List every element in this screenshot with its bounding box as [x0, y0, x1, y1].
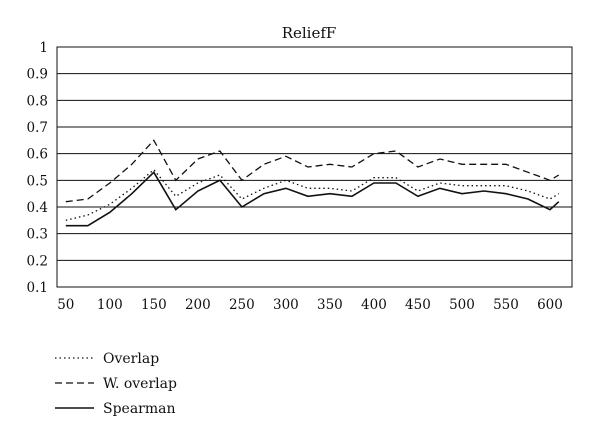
x-tick-label: 200	[185, 297, 211, 313]
series-line-spearman	[65, 171, 560, 227]
y-axis-ticks: 0.1 0.2 0.3 0.4 0.5 0.6 0.7 0.8 0.9 1	[27, 40, 48, 296]
x-tick-label: 250	[229, 297, 255, 313]
chart-title: ReliefF	[282, 24, 337, 42]
y-tick-label: 0.2	[27, 253, 48, 269]
series-line-overlap	[65, 168, 560, 221]
legend-label: Overlap	[103, 351, 159, 367]
y-tick-label: 0.4	[27, 200, 48, 216]
y-tick-label: 0.6	[27, 147, 48, 163]
x-tick-label: 500	[449, 297, 475, 313]
x-tick-label: 400	[361, 297, 387, 313]
legend: Overlap W. overlap Spearman	[55, 351, 177, 417]
y-tick-label: 1	[39, 40, 48, 56]
y-tick-label: 0.9	[27, 67, 48, 83]
legend-label: W. overlap	[103, 376, 177, 392]
series-line-w-overlap	[65, 139, 560, 203]
x-tick-label: 350	[317, 297, 343, 313]
x-tick-label: 600	[537, 297, 563, 313]
y-tick-label: 0.5	[27, 173, 48, 189]
x-tick-label: 150	[141, 297, 167, 313]
x-axis-ticks: 50 100 150 200 250 300 350 400 450 500 550 600	[57, 297, 563, 313]
x-tick-label: 100	[97, 297, 123, 313]
x-tick-label: 300	[273, 297, 299, 313]
y-tick-label: 0.1	[27, 280, 48, 296]
x-tick-label: 450	[405, 297, 431, 313]
y-tick-label: 0.7	[27, 120, 48, 136]
series-lines	[65, 139, 560, 227]
y-tick-label: 0.3	[27, 227, 48, 243]
plot-frame	[56, 46, 573, 288]
legend-label: Spearman	[103, 401, 176, 417]
x-tick-label: 50	[57, 297, 74, 313]
y-tick-label: 0.8	[27, 93, 48, 109]
grid-lines	[57, 46, 572, 288]
x-tick-label: 550	[493, 297, 519, 313]
